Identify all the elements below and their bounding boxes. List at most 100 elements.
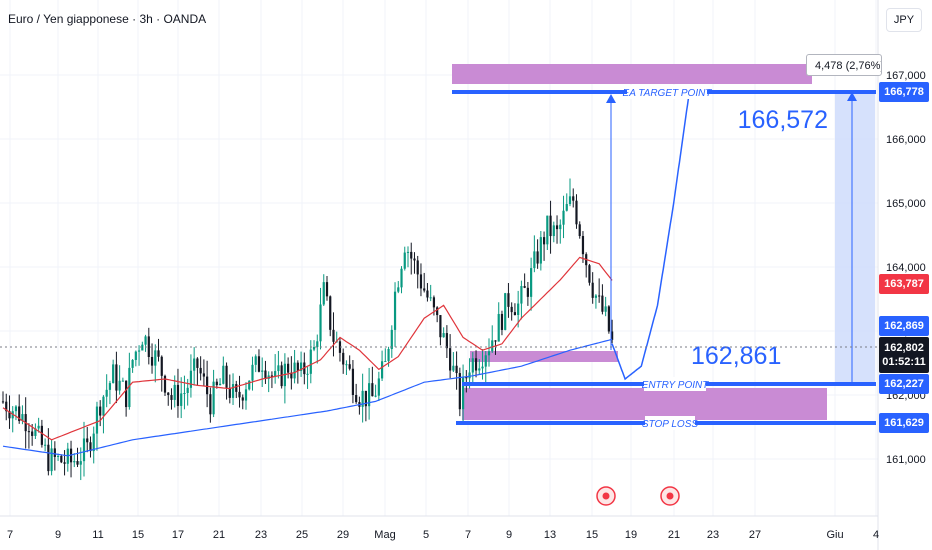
candle-body (108, 383, 112, 390)
candle-body (429, 297, 432, 299)
time-axis[interactable]: 7 9 11 15 17 21 23 25 29 Mag 5 7 9 13 15 19 21 23 27 Giu 4 (7, 529, 879, 541)
candle-body (578, 224, 581, 237)
candle-body (436, 307, 439, 316)
candle-body (374, 395, 377, 397)
ema-slow-line (2, 338, 613, 457)
candle-body (95, 406, 99, 434)
candle-body (559, 224, 562, 230)
candle-body (141, 344, 144, 351)
event-marker-icon[interactable] (596, 486, 616, 506)
candle-body (322, 282, 325, 305)
candle-body (513, 312, 517, 315)
time-tick-label: 15 (586, 529, 598, 541)
candle-body (575, 200, 578, 225)
candle-body (384, 360, 387, 362)
candle-body (601, 295, 604, 312)
candle-body (309, 349, 312, 374)
candle-body (329, 296, 332, 330)
currency-button[interactable]: JPY (886, 8, 922, 32)
candle-body (296, 362, 299, 371)
candle-body (546, 215, 549, 245)
candle-body (325, 282, 329, 297)
target-label: EA TARGET POINT (623, 88, 713, 99)
candle-body (63, 462, 66, 464)
time-tick-label: 9 (55, 529, 61, 541)
symbol-title: Euro / Yen giapponese · 3h · OANDA (8, 12, 207, 26)
candle-body (380, 361, 384, 379)
candle-body (439, 315, 442, 338)
candle-body (176, 384, 180, 406)
candle-body (607, 306, 610, 332)
candle-body (306, 373, 309, 375)
price-axis[interactable]: 167,000166,000165,000164,000163,000162,0… (886, 70, 926, 466)
support-zone[interactable] (462, 388, 827, 420)
time-tick-label: 7 (465, 529, 471, 541)
candle-body (82, 438, 86, 462)
candle-body (14, 406, 18, 412)
candle-body (393, 291, 397, 330)
candle-body (21, 414, 24, 422)
current-price: 162,802 (884, 342, 924, 354)
candle-body (332, 329, 335, 342)
candle-body (147, 336, 150, 357)
candle-body (206, 376, 209, 395)
candle-body (342, 352, 345, 365)
candle-body (56, 455, 60, 457)
candle-body (458, 373, 461, 410)
target-value-text: 166,572 (738, 106, 828, 134)
candle-body (170, 395, 173, 400)
candle-body (183, 392, 186, 394)
candle-body (277, 365, 280, 372)
time-tick-label: 11 (92, 529, 103, 541)
candle-body (345, 364, 348, 366)
candle-body (413, 258, 416, 261)
candle-body (86, 438, 89, 443)
candle-body (445, 333, 448, 349)
candle-body (105, 389, 108, 397)
target-arrow-head (606, 94, 616, 103)
candle-body (410, 251, 413, 259)
candle-body (565, 204, 568, 211)
candle-body (481, 366, 484, 369)
candle-body (215, 381, 218, 386)
candle-body (76, 461, 79, 465)
price-tick-label: 167,000 (886, 70, 926, 82)
time-tick-label: 21 (213, 529, 225, 541)
candle-body (112, 364, 115, 384)
candle-body (348, 364, 351, 369)
candle-body (99, 406, 102, 416)
time-tick-label: 7 (7, 529, 13, 541)
candle-body (355, 394, 358, 403)
candle-body (387, 349, 390, 361)
high-price-tag: 162,869 (879, 316, 929, 336)
candle-body (442, 333, 445, 338)
candle-body (40, 425, 43, 445)
candle-body (244, 389, 248, 401)
entry-marker-zone[interactable] (470, 351, 618, 362)
candle-body (319, 304, 322, 342)
ema-price-tag: 163,787 (879, 274, 929, 294)
projection-curve[interactable] (611, 87, 691, 381)
candle-body (452, 365, 455, 371)
candle-body (261, 370, 264, 372)
candle-body (218, 383, 222, 386)
candle-body (361, 390, 364, 407)
candle-body (549, 215, 552, 237)
candle-body (497, 313, 500, 342)
candle-body (209, 394, 212, 415)
candle-body (257, 356, 261, 372)
candle-body (235, 384, 238, 392)
candle-body (44, 444, 47, 446)
time-tick-label: 23 (255, 529, 267, 541)
price-tick-label: 164,000 (886, 262, 926, 274)
candle-body (251, 364, 254, 381)
target-zone[interactable] (452, 64, 812, 84)
candle-body (507, 293, 510, 307)
event-marker-icon[interactable] (660, 486, 680, 506)
candle-body (588, 265, 591, 283)
candle-body (5, 401, 8, 412)
candle-body (406, 251, 410, 253)
candle-body (364, 390, 367, 407)
candle-body (316, 341, 319, 348)
